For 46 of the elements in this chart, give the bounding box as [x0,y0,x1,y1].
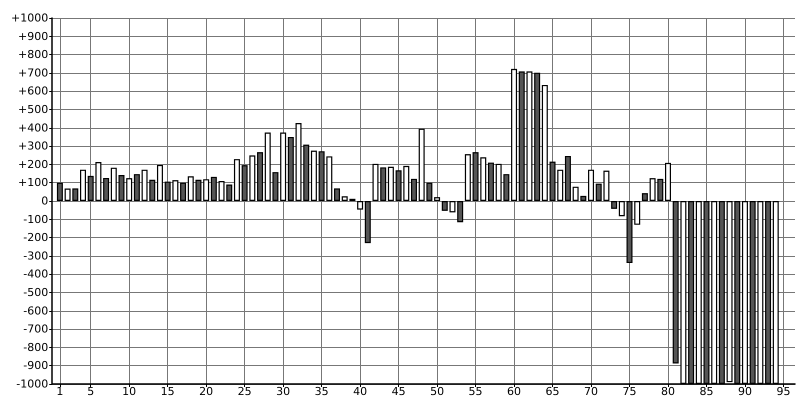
x-tick-label: 50 [430,385,444,398]
x-tick-label: 65 [546,385,560,398]
y-tick-label: +800 [18,48,48,62]
x-tick-label: 60 [507,385,522,398]
x-tick-label: 75 [622,385,637,398]
y-tick-label: +500 [18,103,48,116]
x-tick-label: 40 [353,385,368,398]
y-tick-label: +900 [18,30,48,43]
bar [611,201,618,209]
y-tick-label: -400 [23,268,48,281]
bar [603,170,610,201]
x-tick-label: 25 [238,385,252,398]
x-tick-label: 1 [56,385,64,398]
bar [364,201,371,244]
x-tick-label: 20 [199,385,214,398]
y-tick-label: +400 [18,121,48,134]
y-tick-label: -600 [23,304,48,318]
y-tick-label: -700 [23,322,48,336]
x-tick-label: 30 [276,385,290,398]
x-tick-label: 95 [776,385,790,398]
x-tick-label: 45 [392,385,406,398]
x-tick-label: 90 [738,385,752,398]
y-tick-label: -1000 [16,378,48,390]
x-tick-label: 80 [660,385,675,398]
y-tick-label: -500 [23,286,48,299]
y-tick-label: +300 [18,140,48,153]
x-tick-label: 10 [122,385,136,398]
bar [357,201,364,210]
y-tick-label: +1000 [10,12,48,24]
y-tick-label: +200 [18,158,48,171]
x-tick-label: 5 [87,385,94,398]
x-tick-label: 55 [468,385,483,398]
x-tick-label: 15 [160,385,175,398]
y-tick-label: -100 [23,212,48,226]
y-tick-label: +700 [18,66,48,80]
y-tick-label: -900 [23,359,48,372]
x-tick-label: 35 [314,385,329,398]
x-tick-label: 85 [699,385,714,398]
bar [672,201,679,364]
y-tick-label: -200 [23,231,48,244]
y-tick-label: 0 [41,194,48,208]
y-tick-label: -300 [23,249,48,262]
y-tick-label: -800 [23,340,48,354]
y-tick-label: +100 [18,176,48,190]
y-tick-label: +600 [18,84,48,98]
x-tick-label: 70 [584,385,598,398]
